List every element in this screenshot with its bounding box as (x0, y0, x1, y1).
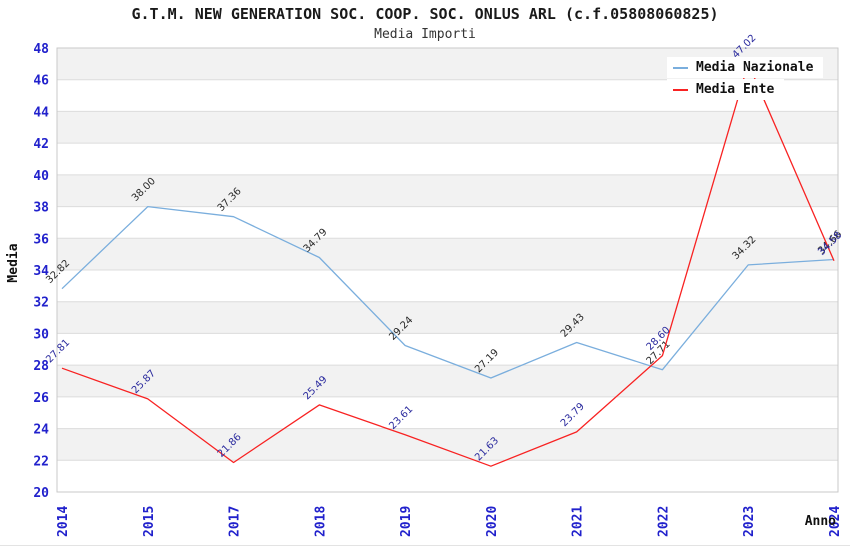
svg-text:20: 20 (33, 486, 49, 501)
svg-text:32: 32 (33, 296, 49, 311)
y-axis-title: Media (6, 243, 21, 283)
svg-text:2015: 2015 (142, 506, 157, 537)
svg-text:2022: 2022 (656, 506, 671, 537)
bottom-divider (0, 545, 850, 546)
svg-text:28: 28 (33, 359, 49, 374)
svg-text:42: 42 (33, 137, 49, 152)
svg-text:44: 44 (33, 105, 49, 120)
legend-label-media-ente: Media Ente (696, 82, 775, 97)
svg-text:36: 36 (33, 232, 49, 247)
legend-item-media-ente[interactable]: Media Ente (667, 79, 785, 100)
chart-subtitle: Media Importi (374, 27, 476, 42)
svg-text:2018: 2018 (313, 506, 328, 537)
svg-text:2014: 2014 (56, 506, 71, 537)
svg-text:48: 48 (33, 42, 49, 57)
legend-item-media-nazionale[interactable]: Media Nazionale (667, 57, 824, 78)
legend-label-media-nazionale: Media Nazionale (696, 60, 814, 75)
chart-title: G.T.M. NEW GENERATION SOC. COOP. SOC. ON… (131, 5, 719, 23)
media-nazionale-line-swatch (673, 66, 688, 69)
svg-text:2024: 2024 (828, 506, 843, 537)
svg-text:2017: 2017 (228, 506, 243, 537)
svg-text:34: 34 (33, 264, 49, 279)
media-ente-line-swatch (673, 88, 688, 91)
svg-text:22: 22 (33, 454, 49, 469)
svg-text:2023: 2023 (742, 506, 757, 537)
svg-text:26: 26 (33, 391, 49, 406)
legend: Media Nazionale Media Ente (667, 57, 824, 101)
svg-text:46: 46 (33, 74, 49, 89)
svg-text:2020: 2020 (485, 506, 500, 537)
svg-text:2021: 2021 (571, 506, 586, 537)
svg-text:30: 30 (33, 327, 49, 342)
svg-text:40: 40 (33, 169, 49, 184)
x-axis-title: Anno (804, 514, 836, 529)
svg-text:38: 38 (33, 201, 49, 216)
svg-text:24: 24 (33, 423, 49, 438)
svg-text:2019: 2019 (399, 506, 414, 537)
